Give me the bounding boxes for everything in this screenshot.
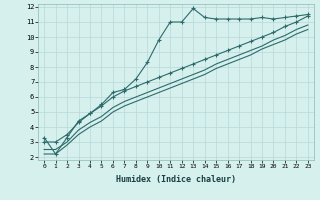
X-axis label: Humidex (Indice chaleur): Humidex (Indice chaleur) [116, 175, 236, 184]
